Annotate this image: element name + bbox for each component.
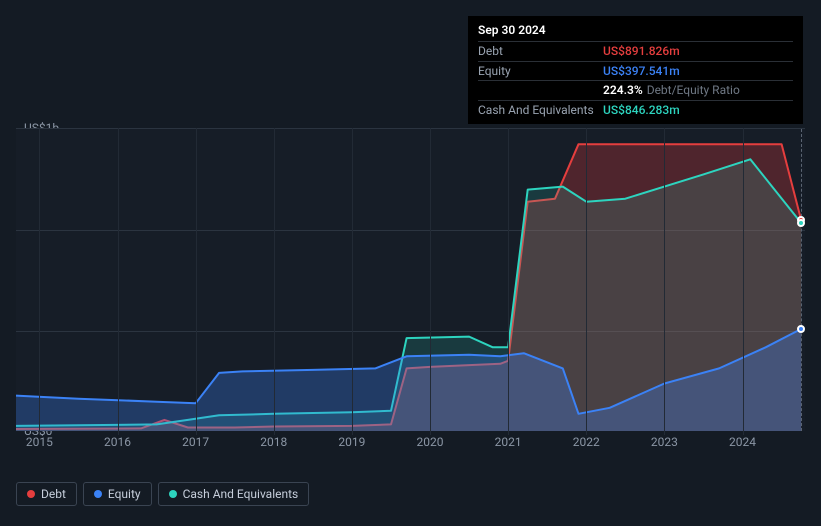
legend-item-debt[interactable]: Debt <box>16 482 77 506</box>
tooltip-row-value: US$891.826m <box>603 43 680 60</box>
chart-tooltip: Sep 30 2024 DebtUS$891.826mEquityUS$397.… <box>468 16 803 124</box>
x-tick-label: 2022 <box>573 435 600 449</box>
tooltip-date: Sep 30 2024 <box>478 22 793 41</box>
x-tick-label: 2020 <box>417 435 444 449</box>
tooltip-row-label: Debt <box>478 43 603 60</box>
series-equity <box>16 129 805 431</box>
x-tick-label: 2024 <box>729 435 756 449</box>
legend-item-equity[interactable]: Equity <box>83 482 152 506</box>
legend-label: Cash And Equivalents <box>183 487 299 501</box>
x-gridline <box>430 128 431 435</box>
tooltip-row: Cash And EquivalentsUS$846.283m <box>478 100 793 120</box>
tooltip-row: 224.3%Debt/Equity Ratio <box>478 80 793 100</box>
legend-dot-icon <box>169 490 177 498</box>
x-gridline <box>508 128 509 435</box>
x-tick-label: 2017 <box>182 435 209 449</box>
tooltip-row-label: Cash And Equivalents <box>478 102 603 119</box>
chart-plot-area[interactable] <box>16 128 805 431</box>
x-axis: 2015 2016 2017 2018 2019 2020 2021 2022 2023 2024 <box>16 431 805 453</box>
x-tick-label: 2018 <box>260 435 287 449</box>
x-gridline <box>743 128 744 435</box>
tooltip-row: EquityUS$397.541m <box>478 61 793 81</box>
legend-item-cash-and-equivalents[interactable]: Cash And Equivalents <box>158 482 310 506</box>
tooltip-ratio-value: 224.3% <box>603 82 643 99</box>
x-tick-label: 2019 <box>338 435 365 449</box>
x-gridline <box>39 128 40 435</box>
hover-marker <box>797 219 805 227</box>
x-tick-label: 2015 <box>26 435 53 449</box>
tooltip-row-value: US$846.283m <box>603 102 680 119</box>
x-gridline <box>664 128 665 435</box>
x-tick-label: 2021 <box>495 435 522 449</box>
tooltip-row-label: Equity <box>478 63 603 80</box>
x-gridline <box>352 128 353 435</box>
hover-line <box>801 129 802 431</box>
chart-legend: Debt Equity Cash And Equivalents <box>16 482 309 506</box>
legend-dot-icon <box>94 490 102 498</box>
legend-label: Equity <box>108 487 141 501</box>
x-gridline <box>118 128 119 435</box>
x-gridline <box>586 128 587 435</box>
x-gridline <box>274 128 275 435</box>
tooltip-row: DebtUS$891.826m <box>478 41 793 61</box>
debt-equity-chart: US$1b US$0 20152016201720182019202020212… <box>16 128 805 453</box>
x-tick-label: 2023 <box>651 435 678 449</box>
tooltip-row-label <box>478 82 603 99</box>
legend-dot-icon <box>27 490 35 498</box>
hover-marker <box>797 325 805 333</box>
legend-label: Debt <box>41 487 66 501</box>
x-tick-label: 2016 <box>104 435 131 449</box>
tooltip-ratio-label: Debt/Equity Ratio <box>647 82 740 99</box>
tooltip-row-value: US$397.541m <box>603 63 680 80</box>
x-gridline <box>196 128 197 435</box>
